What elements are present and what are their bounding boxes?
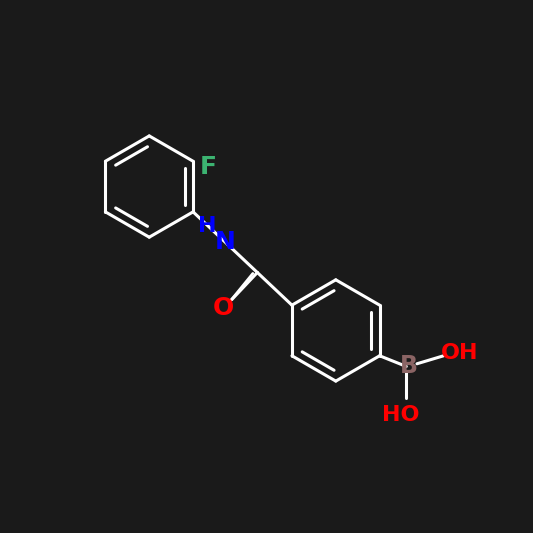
Text: OH: OH — [441, 343, 478, 363]
Text: F: F — [199, 155, 216, 179]
Text: N: N — [215, 230, 236, 254]
Text: HO: HO — [382, 406, 419, 425]
Text: O: O — [213, 296, 235, 320]
Text: H: H — [198, 216, 217, 236]
Text: B: B — [400, 354, 418, 378]
